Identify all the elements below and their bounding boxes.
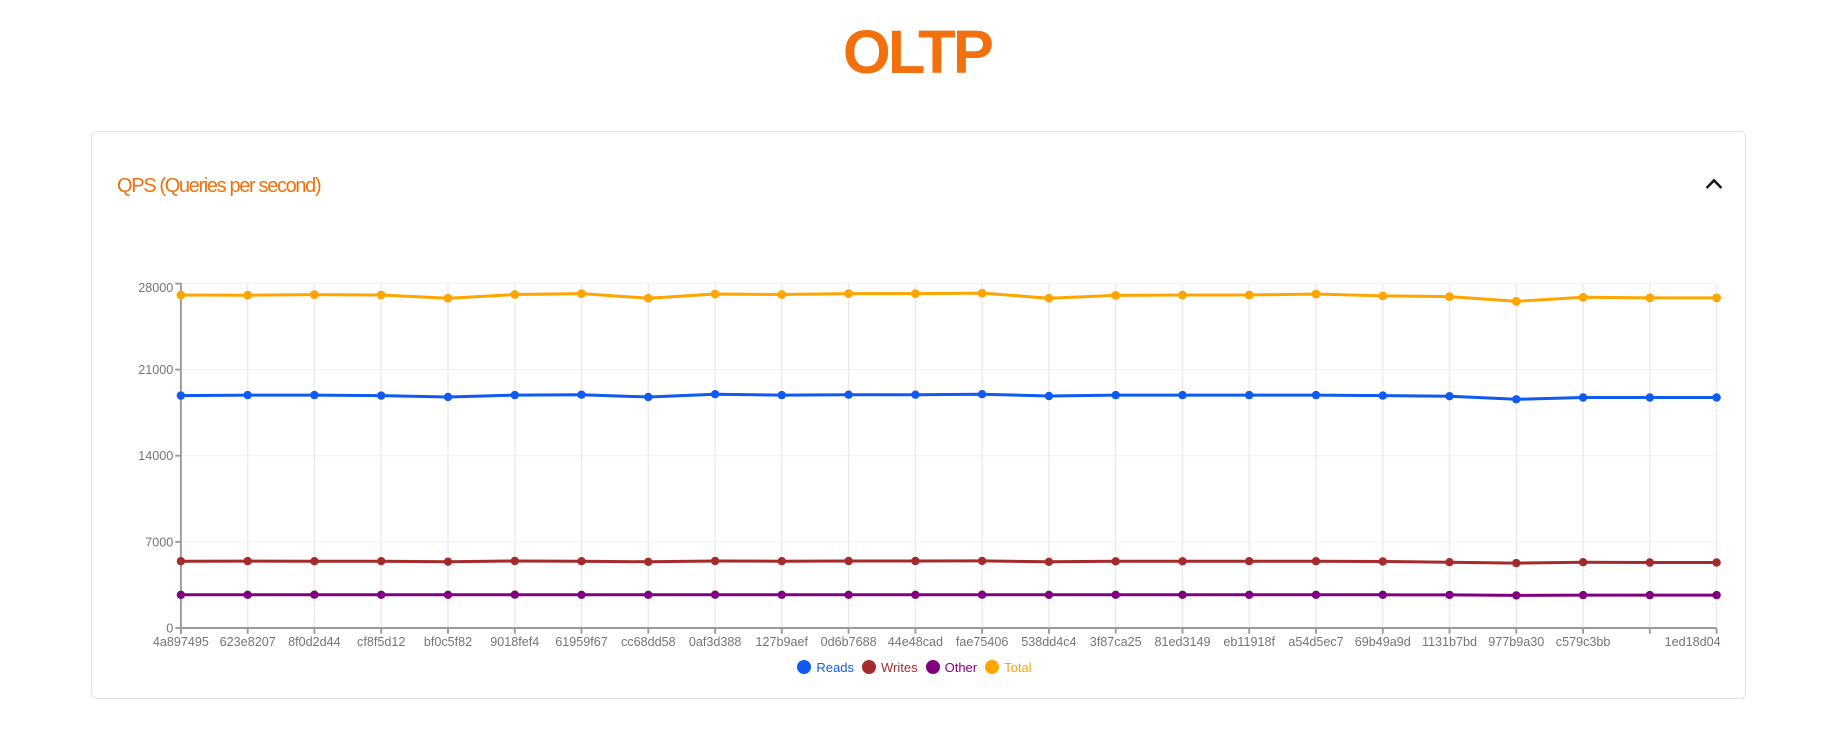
svg-text:0af3d388: 0af3d388 bbox=[689, 635, 742, 649]
svg-text:14000: 14000 bbox=[138, 449, 173, 463]
svg-text:1131b7bd: 1131b7bd bbox=[1422, 635, 1477, 649]
svg-text:69b49a9d: 69b49a9d bbox=[1355, 635, 1411, 649]
svg-text:9018fef4: 9018fef4 bbox=[490, 635, 539, 649]
svg-text:21000: 21000 bbox=[138, 363, 173, 377]
svg-text:0d6b7688: 0d6b7688 bbox=[821, 635, 877, 649]
svg-text:8f0d2d44: 8f0d2d44 bbox=[288, 635, 341, 649]
svg-text:cf8f5d12: cf8f5d12 bbox=[357, 635, 405, 649]
svg-text:bf0c5f82: bf0c5f82 bbox=[424, 635, 472, 649]
svg-text:fae75406: fae75406 bbox=[956, 635, 1009, 649]
svg-text:61959f67: 61959f67 bbox=[555, 635, 608, 649]
svg-text:28000: 28000 bbox=[138, 281, 173, 295]
svg-text:538dd4c4: 538dd4c4 bbox=[1021, 635, 1076, 649]
svg-text:eb11918f: eb11918f bbox=[1223, 635, 1275, 649]
svg-text:81ed3149: 81ed3149 bbox=[1154, 635, 1210, 649]
svg-text:0: 0 bbox=[166, 622, 173, 636]
svg-text:7000: 7000 bbox=[145, 535, 173, 549]
svg-text:cc68dd58: cc68dd58 bbox=[621, 635, 676, 649]
svg-text:1ed18d04: 1ed18d04 bbox=[1665, 635, 1721, 649]
svg-text:44e48cad: 44e48cad bbox=[888, 635, 943, 649]
svg-text:623e8207: 623e8207 bbox=[220, 635, 276, 649]
svg-text:977b9a30: 977b9a30 bbox=[1488, 635, 1544, 649]
svg-text:a54d5ec7: a54d5ec7 bbox=[1288, 635, 1343, 649]
svg-text:3f87ca25: 3f87ca25 bbox=[1090, 635, 1142, 649]
svg-text:c579c3bb: c579c3bb bbox=[1556, 635, 1611, 649]
svg-text:127b9aef: 127b9aef bbox=[756, 635, 809, 649]
svg-text:4a897495: 4a897495 bbox=[153, 635, 209, 649]
